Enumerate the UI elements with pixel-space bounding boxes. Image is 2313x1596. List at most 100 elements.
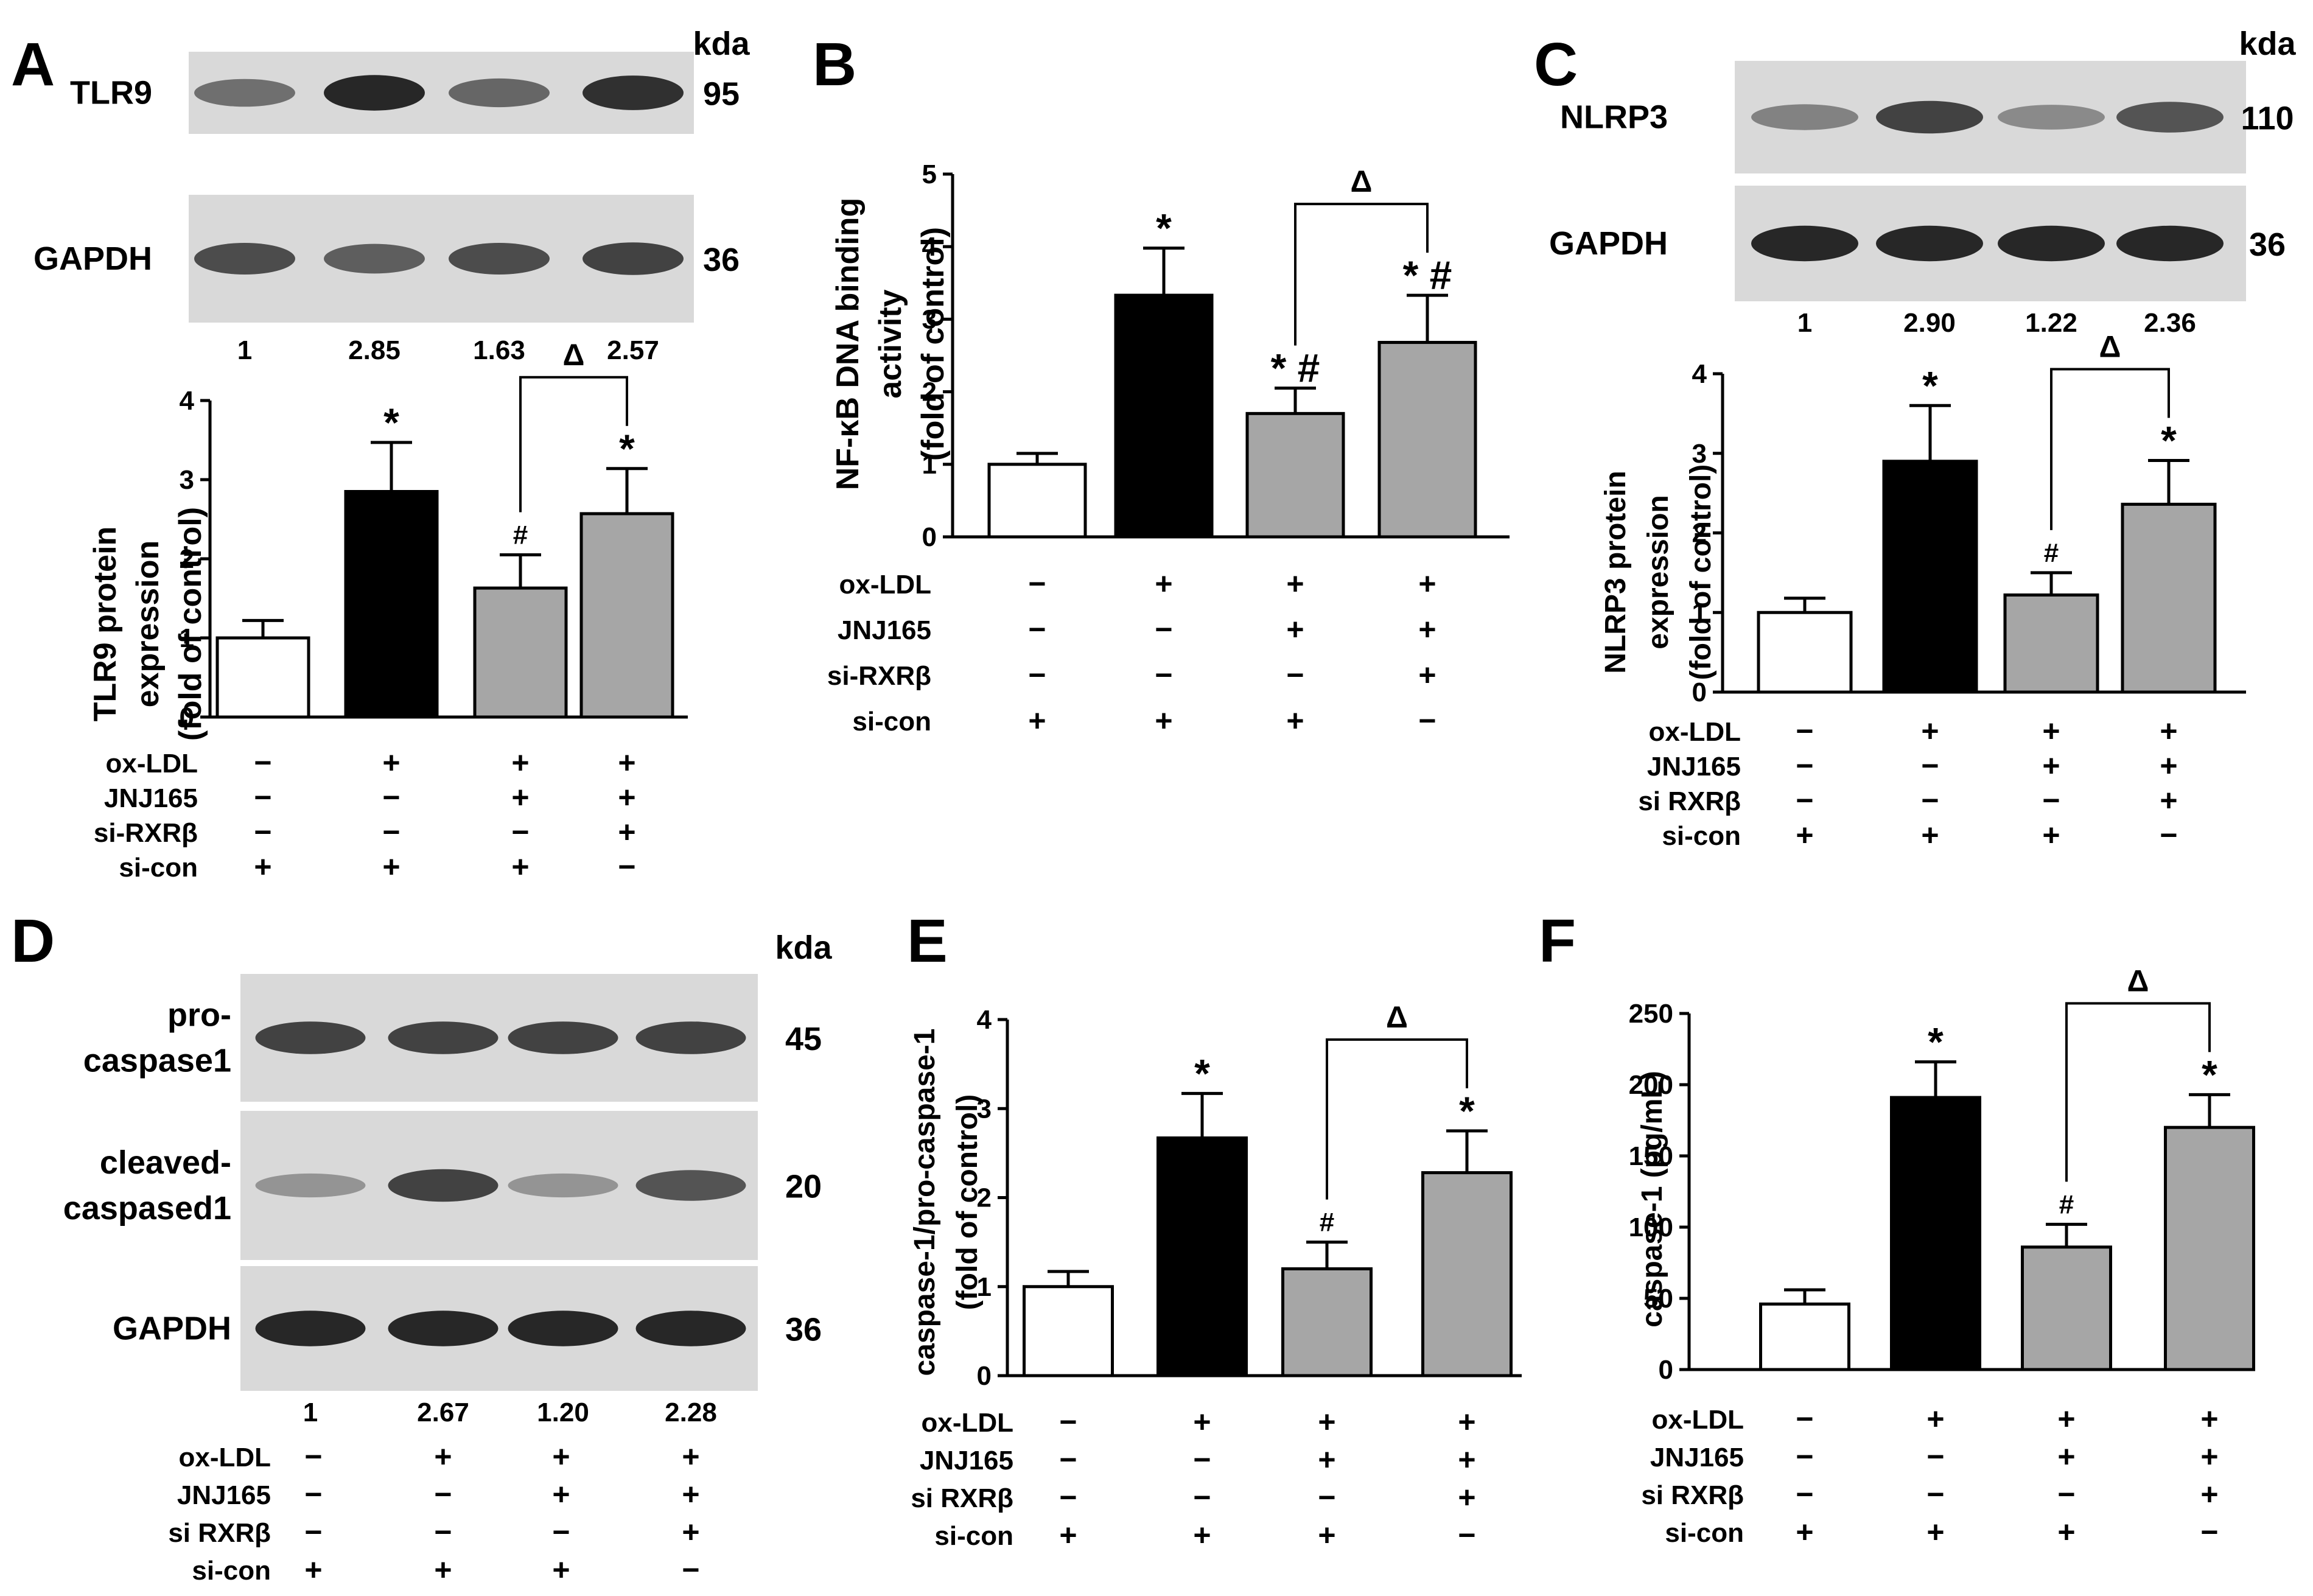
condition-sign-b: + (1286, 612, 1304, 646)
condition-sign-f: + (2200, 1402, 2218, 1436)
y-tick-label-c: 1 (1692, 598, 1707, 628)
condition-label-f: si RXRβ (1641, 1480, 1744, 1510)
blot-label-a: TLR9 (70, 75, 152, 111)
kda-value-d: 20 (785, 1169, 822, 1205)
bar-a (579, 512, 674, 719)
condition-sign-b: + (1418, 612, 1436, 646)
condition-sign-c: + (2160, 783, 2177, 817)
condition-sign-f: − (1796, 1402, 1813, 1436)
condition-sign-e: + (1193, 1405, 1211, 1439)
significance-mark-a: # (513, 520, 528, 550)
y-axis-title-b: activity (873, 289, 908, 398)
kda-value-a: 95 (703, 76, 740, 113)
panel-letter-f: F (1539, 907, 1576, 975)
condition-sign-a: + (618, 815, 635, 849)
kda-value-c: 36 (2249, 226, 2286, 263)
densitometry-value-d: 2.67 (417, 1398, 469, 1427)
bracket-symbol-f: Δ (2127, 964, 2149, 998)
bar-a (344, 490, 439, 719)
bar-e (1421, 1171, 1513, 1377)
y-axis-title-b: (fold of control) (915, 227, 951, 461)
significance-bracket-e (1326, 1038, 1468, 1200)
western-blot-panel-d: kda pro-caspase1 45 cleaved-caspased1 20 GAPD… (63, 929, 833, 1427)
condition-sign-e: − (1458, 1518, 1475, 1552)
condition-sign-c: + (2160, 749, 2177, 783)
bar-c (1757, 611, 1853, 694)
densitometry-value-d: 1 (303, 1398, 318, 1427)
condition-sign-d: + (552, 1477, 570, 1511)
blot-label-c: GAPDH (1549, 225, 1668, 262)
significance-mark-e: * (1194, 1051, 1210, 1096)
bar-b (1114, 293, 1214, 539)
condition-sign-c: − (1796, 714, 1813, 748)
significance-mark-b: * (1156, 206, 1172, 251)
significance-mark-f: # (2059, 1189, 2074, 1219)
condition-sign-a: − (511, 815, 529, 849)
y-tick-label-b: 0 (922, 522, 937, 552)
y-tick-label-e: 2 (977, 1183, 992, 1213)
condition-sign-e: + (1318, 1443, 1335, 1477)
condition-sign-e: − (1059, 1405, 1077, 1439)
condition-sign-b: − (1155, 658, 1172, 692)
y-axis-title-a: expression (130, 541, 166, 708)
blot-band-c (2116, 225, 2224, 262)
condition-sign-d: + (304, 1553, 322, 1587)
western-blot-panel-c: kda NLRP3 110 GAPDH 36 1 2.90 1.22 2.36 (1549, 26, 2297, 338)
bar-b (1377, 341, 1477, 539)
condition-sign-a: + (511, 780, 529, 814)
significance-mark-c: * (2161, 418, 2177, 463)
condition-sign-f: + (2057, 1440, 2075, 1474)
y-tick-label-c: 4 (1692, 359, 1707, 389)
bracket-symbol-e: Δ (1386, 1000, 1408, 1034)
blot-band-a (583, 242, 684, 275)
significance-mark-e: * (1459, 1088, 1475, 1133)
bar-chart-e: 0 1 2 3 4 caspase-1/pro-caspase-1 (fold of con… (909, 1000, 1522, 1552)
condition-sign-f: + (1926, 1515, 1944, 1549)
condition-sign-d: + (552, 1440, 570, 1474)
condition-sign-a: + (254, 850, 271, 884)
condition-sign-d: + (682, 1440, 699, 1474)
condition-sign-c: + (1921, 714, 1939, 748)
y-tick-label-c: 2 (1692, 519, 1707, 548)
condition-sign-b: + (1155, 704, 1172, 738)
condition-sign-d: + (552, 1553, 570, 1587)
condition-sign-c: + (2042, 714, 2060, 748)
kda-header-a: kda (693, 26, 750, 62)
y-tick-label-f: 0 (1659, 1355, 1673, 1385)
condition-sign-e: + (1458, 1443, 1475, 1477)
kda-value-d: 36 (785, 1312, 822, 1348)
condition-sign-c: − (2160, 818, 2177, 852)
blot-band-c (1998, 225, 2105, 262)
bracket-symbol-a: Δ (563, 338, 585, 372)
y-axis-title-c: NLRP3 protein (1600, 471, 1632, 673)
bar-chart-f: 0 50 100 150 200 250 caspase-1 (pg/mL) * # * Δox-L… (1629, 964, 2255, 1549)
y-tick-label-a: 1 (180, 623, 194, 653)
blot-band-d (635, 1170, 746, 1201)
y-tick-label-b: 5 (922, 159, 937, 189)
densitometry-value-c: 2.36 (2144, 308, 2196, 338)
condition-sign-a: − (254, 746, 271, 780)
bar-f (1890, 1096, 1981, 1371)
condition-sign-f: − (1796, 1440, 1813, 1474)
y-tick-label-a: 2 (180, 544, 194, 574)
blot-band-d (255, 1173, 366, 1198)
condition-sign-b: − (1028, 567, 1046, 601)
y-tick-label-f: 150 (1629, 1141, 1673, 1171)
condition-label-d: si RXRβ (168, 1518, 271, 1548)
condition-label-f: JNJ165 (1650, 1443, 1744, 1472)
blot-band-a (194, 243, 295, 275)
blot-label-d: GAPDH (113, 1311, 231, 1347)
y-tick-label-e: 0 (977, 1361, 992, 1391)
blot-band-c (1751, 225, 1858, 262)
y-tick-label-e: 3 (977, 1094, 992, 1124)
condition-sign-d: − (434, 1515, 452, 1549)
kda-value-c: 110 (2241, 100, 2294, 137)
condition-sign-b: − (1155, 612, 1172, 646)
y-axis-title-a: TLR9 protein (88, 527, 123, 722)
blot-band-c (1876, 100, 1983, 134)
blot-band-d (255, 1311, 366, 1346)
condition-sign-a: − (382, 815, 400, 849)
panel-letter-c: C (1534, 30, 1578, 99)
y-tick-label-c: 0 (1692, 677, 1707, 707)
